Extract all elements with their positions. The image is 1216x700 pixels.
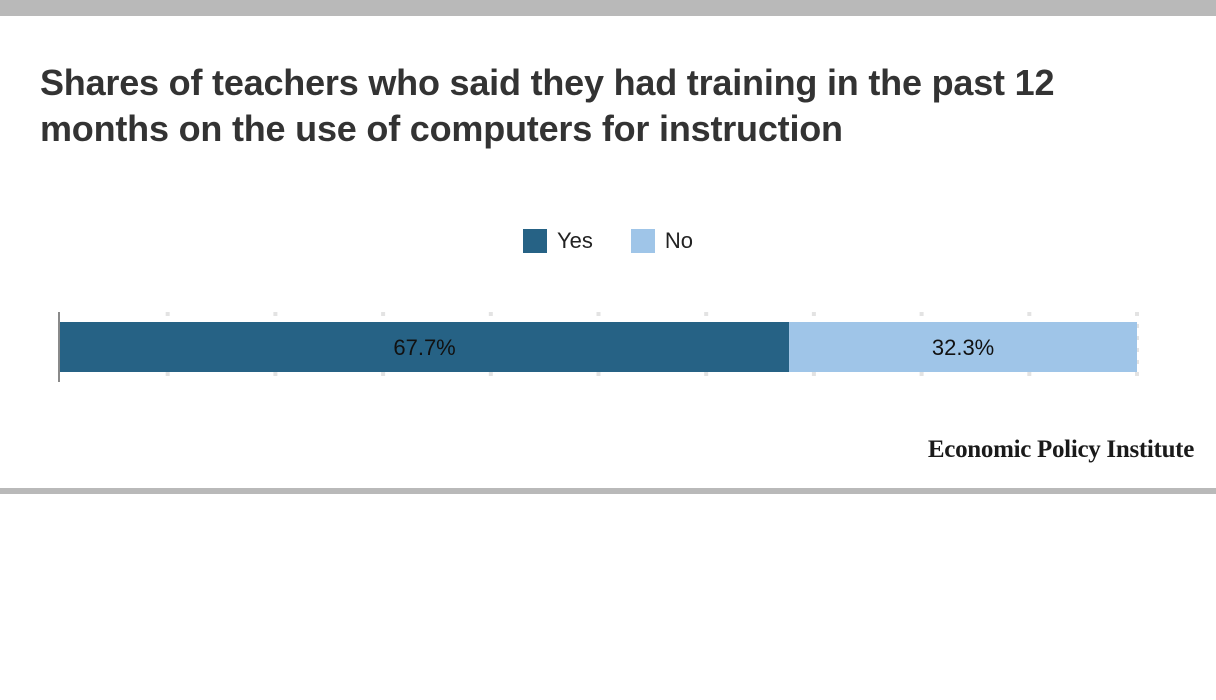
legend-item-no: No: [630, 228, 693, 254]
legend-label-yes: Yes: [556, 228, 593, 253]
legend-label-no: No: [664, 228, 693, 253]
bar-segment-yes: [60, 322, 790, 372]
data-label-no: 32.3%: [932, 335, 994, 360]
source-credit: Economic Policy Institute: [927, 436, 1194, 463]
data-label-yes: 67.7%: [393, 335, 455, 360]
bar-segment-no: [789, 322, 1137, 372]
legend-swatch-no: [630, 229, 655, 253]
legend-swatch-yes: [522, 229, 547, 253]
top-rule: [0, 0, 1216, 16]
chart-title: Shares of teachers who said they had tra…: [40, 62, 1055, 149]
legend-item-yes: Yes: [522, 228, 593, 254]
chart-legend: Yes No: [0, 228, 1216, 254]
bottom-rule: [0, 488, 1216, 494]
